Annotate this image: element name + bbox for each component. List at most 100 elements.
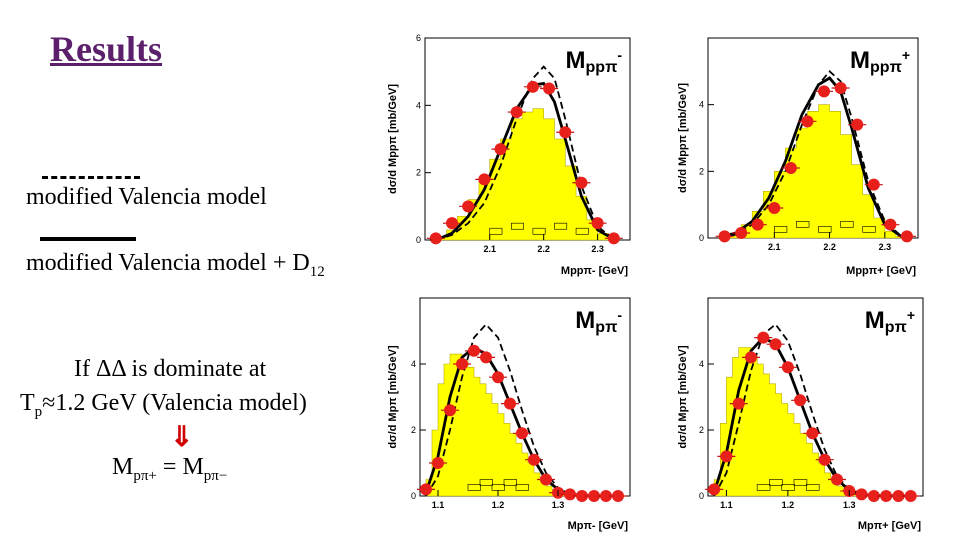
x-tick-label: 1.3 (552, 500, 565, 510)
x-tick-label: 1.2 (782, 500, 795, 510)
panel-label-sub: ppπ (870, 59, 902, 76)
data-point (420, 483, 432, 496)
data-point (591, 217, 604, 230)
x-tick-label: 2.3 (879, 242, 892, 252)
background-box (862, 226, 876, 233)
condition-line-1: If ΔΔ is dominate at (74, 356, 267, 382)
background-box (796, 221, 810, 228)
data-point (867, 490, 880, 502)
y-tick-label: 0 (411, 491, 416, 501)
slide-title: Results (50, 29, 163, 69)
data-point (818, 85, 831, 98)
data-point (510, 106, 523, 119)
data-point (834, 82, 847, 94)
data-point (559, 126, 572, 139)
data-point (543, 82, 556, 95)
background-box (840, 221, 854, 228)
legend-dashed-line (42, 176, 140, 179)
condition-T-sub: p (34, 403, 43, 420)
background-box (489, 227, 503, 235)
data-point (806, 427, 819, 440)
equation-lhs-sub: pπ+ (133, 467, 157, 484)
legend-solid-line (40, 237, 136, 241)
x-axis-label: Mppπ+ [GeV] (846, 265, 916, 277)
equation-rhs-sub: pπ− (203, 467, 228, 484)
panel-label: Mpπ+ (865, 307, 915, 336)
panel-label-main: M (566, 47, 586, 74)
panel-label-main: M (865, 307, 885, 334)
panel-label-sub: pπ (595, 319, 617, 336)
background-box (575, 227, 589, 235)
background-box (515, 484, 529, 491)
legend-solid-subscript: 12 (309, 263, 325, 280)
histogram-simulation (713, 347, 862, 497)
y-axis-label: dσ/d Mppπ [mb/GeV] (387, 84, 399, 194)
y-tick-label: 4 (699, 359, 704, 369)
data-point (588, 490, 600, 502)
data-point (732, 397, 745, 410)
y-axis-label: dσ/d Mpπ [mb/GeV] (387, 345, 399, 449)
x-tick-label: 1.2 (492, 500, 505, 510)
data-point (735, 227, 748, 239)
data-point (575, 176, 588, 189)
background-box (818, 226, 832, 233)
x-axis-label: Mpπ+ [GeV] (858, 520, 921, 532)
x-tick-label: 2.2 (823, 242, 836, 252)
y-tick-label: 2 (411, 425, 416, 435)
panel-label: Mppπ+ (850, 47, 910, 76)
data-point (478, 173, 491, 186)
chart-mpi-minus: 1.1 1.2 1.3 0 2 4 dσ/d Mpπ [mb/GeV] Mpπ- [GeV] M… (387, 297, 631, 532)
y-tick-label: 2 (699, 425, 704, 435)
data-point (607, 232, 620, 245)
y-tick-label: 0 (699, 233, 704, 243)
x-tick-label: 1.1 (720, 500, 733, 510)
data-point (429, 232, 442, 245)
data-point (831, 473, 843, 486)
x-tick-label: 2.1 (768, 242, 781, 252)
panel-label-sub: pπ (885, 319, 907, 336)
background-box (554, 222, 568, 230)
panel-label-main: M (575, 307, 595, 334)
data-point (745, 351, 757, 364)
y-axis-label: dσ/d Mppπ [mb/GeV] (677, 83, 689, 193)
data-point (516, 427, 528, 440)
x-tick-label: 2.1 (483, 244, 496, 254)
x-axis-label: Mpπ- [GeV] (568, 520, 629, 532)
chart-mppi-plus: 2.1 2.2 2.3 0 2 4 dσ/d Mppπ [mb/GeV] Mppπ+ [GeV… (677, 37, 919, 277)
data-point (462, 200, 475, 213)
data-point (867, 178, 880, 191)
data-point (456, 358, 468, 370)
data-point (757, 331, 770, 344)
data-point (751, 218, 764, 231)
data-point (884, 218, 897, 231)
y-tick-label: 0 (416, 235, 421, 245)
background-box (467, 484, 481, 491)
equation: Mpπ+ = Mpπ− (112, 454, 227, 485)
y-tick-label: 6 (416, 33, 421, 43)
condition-rest: ≈1.2 GeV (Valencia model) (42, 390, 307, 416)
x-tick-label: 2.2 (537, 244, 550, 254)
condition-T: T (20, 390, 35, 416)
background-box (805, 484, 820, 491)
data-point (494, 143, 507, 156)
data-point (900, 230, 913, 243)
y-tick-label: 4 (411, 359, 416, 369)
equation-rhs: M (182, 454, 204, 480)
legend-solid-text: modified Valencia model + D (26, 250, 310, 276)
curve-valencia-d12-solid (718, 76, 903, 240)
data-point (468, 344, 480, 357)
panel-label: Mpπ- (575, 307, 622, 336)
data-point (528, 453, 540, 466)
histogram-simulation (425, 353, 571, 497)
data-point (768, 202, 781, 214)
curve-valencia-dashed (435, 65, 615, 241)
data-point (540, 473, 552, 486)
y-axis-label: dσ/d Mpπ [mb/GeV] (677, 345, 689, 449)
panel-label-sup: - (617, 307, 622, 323)
data-point (480, 351, 492, 364)
data-point (708, 483, 721, 496)
background-box (532, 227, 546, 235)
data-point (718, 230, 731, 243)
data-point (504, 397, 516, 410)
data-point (880, 490, 893, 502)
